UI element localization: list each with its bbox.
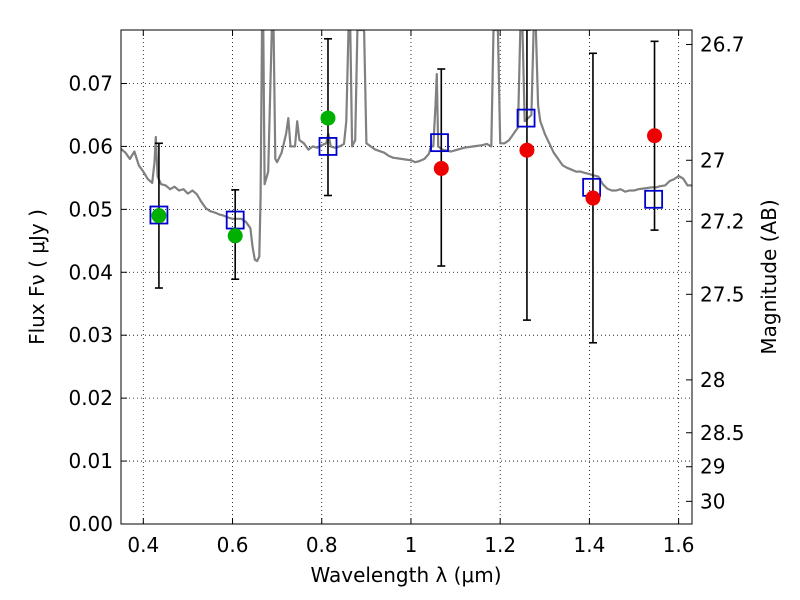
red-flux-point: [585, 190, 601, 206]
model-flux-square: [149, 205, 169, 225]
y2-tick-label: 27: [700, 148, 725, 172]
y2-tick-label: 29: [700, 455, 725, 479]
y2-tick-label: 28: [700, 368, 725, 392]
y-tick-label: 0.04: [68, 260, 113, 284]
y2-tick-label: 27.5: [700, 282, 745, 306]
marker-layer: [149, 108, 664, 244]
x-tick-label: 0.4: [127, 533, 159, 557]
y-tick-label: 0.05: [68, 197, 113, 221]
x-tick-label: 1.6: [663, 533, 695, 557]
y-tick-label: 0.00: [68, 512, 113, 536]
x-tick-label: 1.2: [484, 533, 516, 557]
y2-tick-label: 28.5: [700, 421, 745, 445]
x-axis-label: Wavelength λ (μm): [310, 563, 501, 587]
y-tick-label: 0.03: [68, 323, 113, 347]
x-tick-label: 1: [405, 533, 418, 557]
plot-frame: [120, 29, 693, 525]
model-flux-square: [318, 137, 338, 156]
y-tick-label: 0.07: [68, 71, 113, 95]
y2-axis-label: Magnitude (AB): [757, 199, 781, 354]
x-tick-label: 0.8: [306, 533, 338, 557]
y2-tick-label: 27.2: [700, 209, 745, 233]
red-flux-point: [647, 128, 663, 144]
model-flux-square: [644, 189, 664, 209]
y-tick-label: 0.01: [68, 449, 113, 473]
x-tick-label: 0.6: [217, 533, 249, 557]
green-flux-point: [227, 228, 243, 244]
model-flux-square: [516, 108, 536, 128]
y-tick-label: 0.02: [68, 386, 113, 410]
green-flux-point: [320, 110, 336, 126]
red-flux-point: [519, 142, 535, 158]
model-flux-square: [430, 133, 449, 153]
red-flux-point: [433, 160, 449, 176]
x-tick-label: 1.4: [573, 533, 605, 557]
y2-tick-label: 30: [700, 489, 725, 513]
y-tick-label: 0.06: [68, 134, 113, 158]
y-axis-label: Flux Fν ( μJy ): [25, 209, 49, 345]
grid-lines: [121, 30, 692, 524]
y2-tick-label: 26.7: [700, 32, 745, 56]
green-flux-point: [151, 208, 167, 224]
spectrum-line: [121, 30, 692, 263]
axis-ticks: 0.4 0.6 0.8 1 1.2 1.4 1.6 0.00 0.01 0.02 0.03 0.04 0…: [68, 30, 745, 557]
spectrum-layer: [121, 30, 692, 263]
